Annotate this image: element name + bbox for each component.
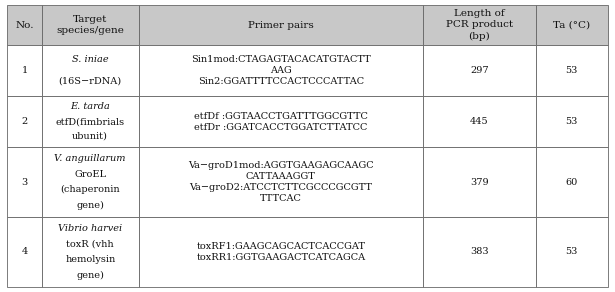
Text: 3: 3 bbox=[22, 178, 28, 187]
Bar bbox=[423, 5, 536, 45]
Bar bbox=[138, 147, 423, 217]
Text: (16S−rDNA): (16S−rDNA) bbox=[58, 77, 122, 86]
Text: 4: 4 bbox=[22, 247, 28, 256]
Bar bbox=[42, 96, 138, 147]
Text: gene): gene) bbox=[76, 201, 104, 210]
Text: 53: 53 bbox=[565, 117, 578, 126]
Bar bbox=[423, 217, 536, 287]
Bar bbox=[536, 96, 608, 147]
Bar bbox=[42, 147, 138, 217]
Text: 297: 297 bbox=[470, 66, 489, 75]
Bar bbox=[536, 5, 608, 45]
Text: gene): gene) bbox=[76, 270, 104, 279]
Bar bbox=[7, 5, 42, 45]
Text: hemolysin: hemolysin bbox=[65, 255, 116, 264]
Bar bbox=[138, 5, 423, 45]
Text: Vibrio harvei: Vibrio harvei bbox=[58, 224, 122, 233]
Text: E. tarda: E. tarda bbox=[70, 102, 110, 111]
Text: etfD(fimbrials: etfD(fimbrials bbox=[56, 117, 125, 126]
Text: Sin1mod:CTAGAGTACACATGTACTT
AAG
Sin2:GGATTTTCCACTCCCATTAC: Sin1mod:CTAGAGTACACATGTACTT AAG Sin2:GGA… bbox=[191, 55, 371, 86]
Bar bbox=[42, 5, 138, 45]
Text: 53: 53 bbox=[565, 66, 578, 75]
Text: No.: No. bbox=[15, 20, 34, 29]
Bar bbox=[536, 217, 608, 287]
Bar bbox=[7, 45, 42, 96]
Text: V. anguillarum: V. anguillarum bbox=[55, 154, 126, 164]
Text: toxR (vhh: toxR (vhh bbox=[66, 240, 114, 249]
Bar bbox=[7, 147, 42, 217]
Text: GroEL: GroEL bbox=[74, 170, 106, 179]
Text: Primer pairs: Primer pairs bbox=[248, 20, 314, 29]
Text: Target
species/gene: Target species/gene bbox=[57, 15, 124, 35]
Text: 60: 60 bbox=[566, 178, 578, 187]
Text: (chaperonin: (chaperonin bbox=[60, 185, 120, 194]
Text: 53: 53 bbox=[565, 247, 578, 256]
Bar bbox=[423, 45, 536, 96]
Text: 445: 445 bbox=[470, 117, 489, 126]
Bar bbox=[138, 217, 423, 287]
Text: 1: 1 bbox=[22, 66, 28, 75]
Text: toxRF1:GAAGCAGCACTCACCGAT
toxRR1:GGTGAAGACTCATCAGCA: toxRF1:GAAGCAGCACTCACCGAT toxRR1:GGTGAAG… bbox=[196, 242, 365, 262]
Bar bbox=[42, 45, 138, 96]
Text: 2: 2 bbox=[22, 117, 28, 126]
Bar bbox=[7, 96, 42, 147]
Text: S. iniae: S. iniae bbox=[72, 55, 108, 64]
Bar bbox=[536, 45, 608, 96]
Bar bbox=[7, 217, 42, 287]
Text: 379: 379 bbox=[470, 178, 489, 187]
Bar bbox=[423, 96, 536, 147]
Text: Va−groD1mod:AGGTGAAGAGCAAGC
CATTAAAGGT
Va−groD2:ATCCTCTTCGCCCGCGTT
TTTCAC: Va−groD1mod:AGGTGAAGAGCAAGC CATTAAAGGT V… bbox=[188, 161, 374, 203]
Text: 383: 383 bbox=[470, 247, 489, 256]
Bar bbox=[138, 45, 423, 96]
Text: etfDf :GGTAACCTGATTTGGCGTTC
etfDr :GGATCACCTGGATCTTATCC: etfDf :GGTAACCTGATTTGGCGTTC etfDr :GGATC… bbox=[194, 112, 368, 132]
Bar bbox=[42, 217, 138, 287]
Text: ubunit): ubunit) bbox=[73, 132, 108, 141]
Text: Ta (°C): Ta (°C) bbox=[553, 20, 590, 29]
Bar bbox=[536, 147, 608, 217]
Bar bbox=[423, 147, 536, 217]
Text: Length of
PCR product
(bp): Length of PCR product (bp) bbox=[446, 9, 513, 41]
Bar bbox=[138, 96, 423, 147]
